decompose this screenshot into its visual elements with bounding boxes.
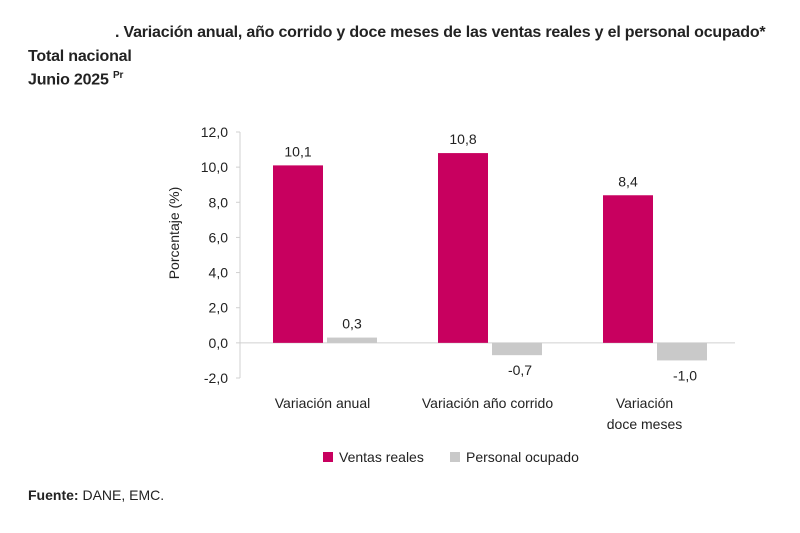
data-label: 10,8: [449, 131, 476, 147]
y-tick-label: 0,0: [209, 335, 229, 351]
y-tick-label: 6,0: [209, 229, 229, 245]
y-axis-label: Porcentaje (%): [166, 187, 182, 280]
x-tick-label: Variación anual: [275, 395, 370, 411]
chart-subtitle-period: Junio 2025 Pr: [28, 70, 123, 89]
legend-label: Personal ocupado: [466, 449, 579, 465]
y-tick-label: 2,0: [209, 300, 229, 316]
y-tick-label: 12,0: [201, 124, 228, 140]
chart-subtitle-region: Total nacional: [28, 48, 132, 65]
bar-ventas-reales: [273, 165, 323, 343]
data-label: 0,3: [342, 316, 362, 332]
bar-ventas-reales: [438, 153, 488, 343]
bar-personal-ocupado: [492, 342, 542, 356]
y-tick-label: 8,0: [209, 194, 229, 210]
x-tick-label: Variación: [616, 395, 673, 411]
data-label: 10,1: [284, 143, 311, 159]
data-label: -1,0: [673, 367, 697, 383]
y-tick-label: 10,0: [201, 159, 228, 175]
period-text: Junio 2025: [28, 71, 109, 89]
source-label: Fuente:: [28, 487, 79, 503]
y-tick-label: 4,0: [209, 265, 229, 281]
x-tick-label: doce meses: [607, 416, 682, 432]
x-tick-label: Variación año corrido: [422, 395, 553, 411]
legend-label: Ventas reales: [339, 449, 424, 465]
chart-title: . Variación anual, año corrido y doce me…: [115, 24, 766, 41]
bar-personal-ocupado: [657, 342, 707, 361]
y-tick-label: -2,0: [204, 370, 228, 386]
bar-ventas-reales: [603, 195, 653, 343]
bar-personal-ocupado: [327, 337, 377, 343]
data-label: 8,4: [618, 173, 638, 189]
preliminary-mark: Pr: [112, 70, 124, 81]
legend-swatch: [450, 452, 460, 462]
legend-swatch: [323, 452, 333, 462]
data-label: -0,7: [508, 362, 532, 378]
source-note: Fuente: DANE, EMC.: [28, 487, 164, 503]
source-text: DANE, EMC.: [78, 487, 165, 503]
